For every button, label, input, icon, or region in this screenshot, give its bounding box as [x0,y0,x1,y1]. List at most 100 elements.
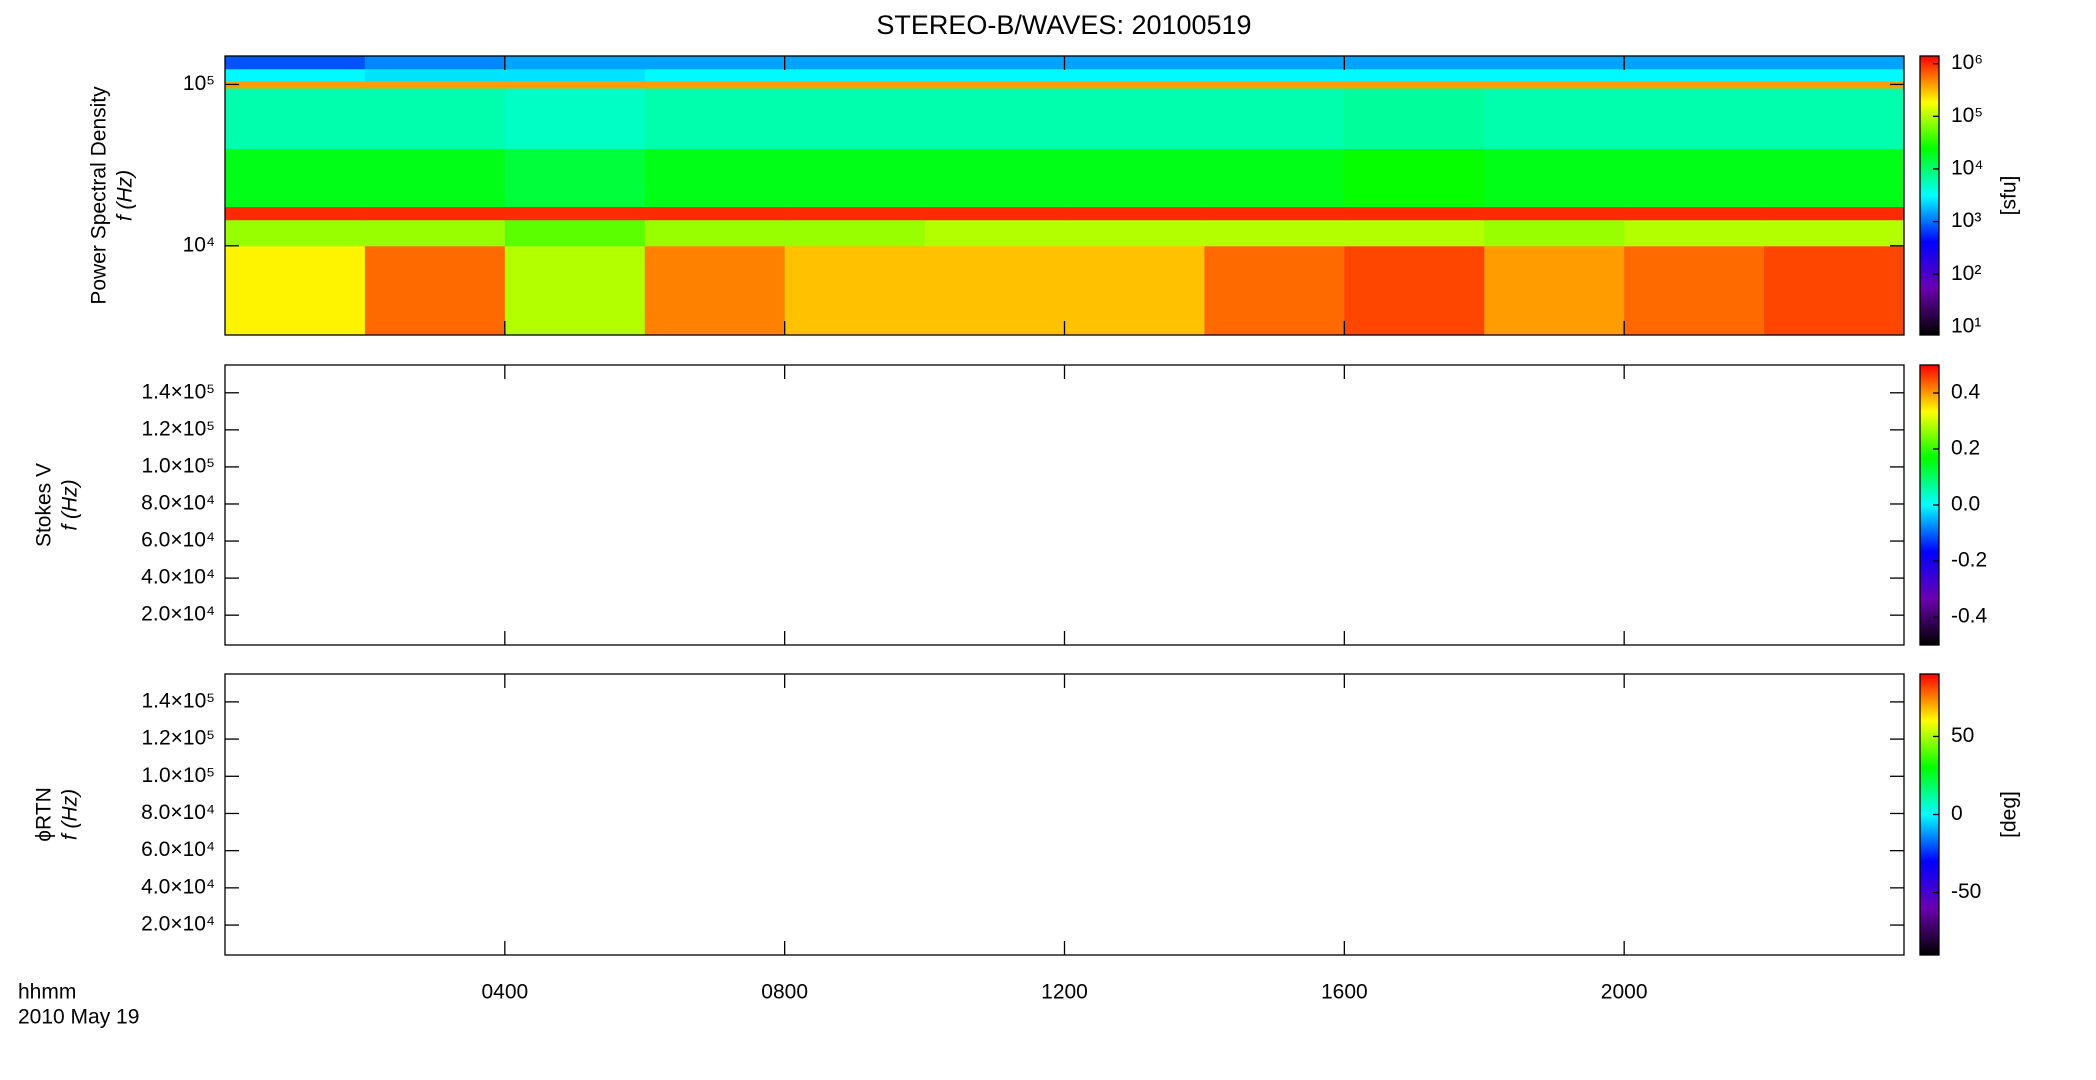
heatmap-cell [225,219,366,247]
y-tick-label: 4.0×10⁴ [141,875,215,898]
heatmap-cell [364,68,506,82]
heatmap-cell [1624,245,1765,336]
heatmap-cell [644,88,786,150]
heatmap-cell [644,206,786,221]
chart-title: STEREO-B/WAVES: 20100519 [876,10,1251,40]
x-axis-label: hhmm [18,981,76,1004]
colorbar-tick-label: 0.4 [1951,381,1981,404]
plot-frame [224,673,1905,956]
heatmap-cell [1624,80,1765,89]
x-tick-label: 0800 [761,981,808,1004]
y-tick-label: 4.0×10⁴ [141,566,215,589]
y-tick-label: 2.0×10⁴ [141,603,215,626]
colorbar-tick-label: 0.0 [1951,493,1980,516]
heatmap-cell [1484,219,1625,247]
colorbar-tick-label: 10² [1951,262,1981,285]
heatmap-cell [225,245,366,336]
heatmap-cell [1344,245,1485,336]
heatmap-cell [1624,68,1765,82]
y-axis-label: Stokes V [33,463,56,547]
heatmap-cell [1064,148,1205,208]
heatmap-cell [1764,80,1905,89]
colorbar-tick-label: 50 [1951,724,1974,747]
heatmap-cell [504,88,646,150]
heatmap-cell [784,219,926,247]
heatmap-cell [1484,245,1625,336]
y-tick-label: 10⁵ [183,72,215,95]
heatmap-cell [1064,245,1205,336]
heatmap-cell [1204,80,1345,89]
y-tick-label: 1.0×10⁵ [141,764,215,787]
heatmap-cell [784,68,926,82]
heatmap-cell [1064,80,1205,89]
heatmap-cell [1344,206,1485,221]
heatmap-cell [504,245,646,336]
colorbar-tick-label: 10⁵ [1951,104,1983,127]
y-axis-label: f (Hz) [59,789,82,840]
heatmap-cell [225,88,366,150]
heatmap-cell [225,56,366,70]
heatmap-cell [364,148,506,208]
heatmap-cell [1624,88,1765,150]
y-axis-label: f (Hz) [59,479,82,530]
x-tick-label: 0400 [481,981,528,1004]
date-label: 2010 May 19 [18,1006,139,1029]
heatmap-cell [1484,148,1625,208]
colorbar-tick-label: 0 [1951,802,1963,825]
heatmap-cell [784,88,926,150]
colorbar-tick-label: 10³ [1951,209,1981,232]
heatmap-cell [1344,88,1485,150]
x-tick-label: 1600 [1321,981,1368,1004]
heatmap-cell [504,80,646,89]
heatmap-cell [924,206,1065,221]
heatmap-cell [644,68,786,82]
heatmap-cell [364,245,506,336]
heatmap-cell [1204,88,1345,150]
heatmap-cell [1064,88,1205,150]
y-axis-label: Power Spectral Density [88,86,111,305]
heatmap-cell [1624,56,1765,70]
heatmap-cell [364,56,506,70]
y-tick-label: 6.0×10⁴ [141,529,215,552]
y-tick-label: 6.0×10⁴ [141,838,215,861]
heatmap-cell [1484,56,1625,70]
colorbar-label: [sfu] [1998,176,2021,216]
y-tick-label: 1.4×10⁵ [141,380,215,403]
heatmap-cell [1764,68,1905,82]
heatmap-cell [225,80,366,89]
heatmap-cell [1764,206,1905,221]
heatmap-cell [784,80,926,89]
heatmap-cell [1624,148,1765,208]
heatmap-cell [225,206,366,221]
heatmap-cell [1484,206,1625,221]
heatmap-cell [1484,88,1625,150]
heatmap-cell [1764,219,1905,247]
heatmap-cell [784,206,926,221]
heatmap-cell [644,80,786,89]
heatmap-cell [644,56,786,70]
heatmap-cell [225,148,366,208]
heatmap-cell [924,68,1065,82]
heatmap-cell [1344,148,1485,208]
colorbar-tick-label: 10⁶ [1951,51,1983,74]
colorbar-tick-label: -50 [1951,880,1981,903]
heatmap-cell [1764,88,1905,150]
y-axis-label: ϕRTN [33,787,56,842]
y-tick-label: 1.2×10⁵ [141,727,215,750]
y-tick-label: 1.4×10⁵ [141,689,215,712]
heatmap-cell [1624,219,1765,247]
heatmap-cell [1624,206,1765,221]
heatmap-cell [1764,148,1905,208]
heatmap-cell [364,219,506,247]
y-tick-label: 1.2×10⁵ [141,417,215,440]
heatmap-cell [1484,80,1625,89]
heatmap-cell [1204,148,1345,208]
colorbar-tick-label: -0.2 [1951,549,1987,572]
heatmap-cell [504,206,646,221]
heatmap-cell [924,219,1065,247]
y-tick-label: 2.0×10⁴ [141,913,215,936]
heatmap-cell [504,219,646,247]
heatmap-cell [1344,219,1485,247]
plot-frame [224,364,1905,646]
